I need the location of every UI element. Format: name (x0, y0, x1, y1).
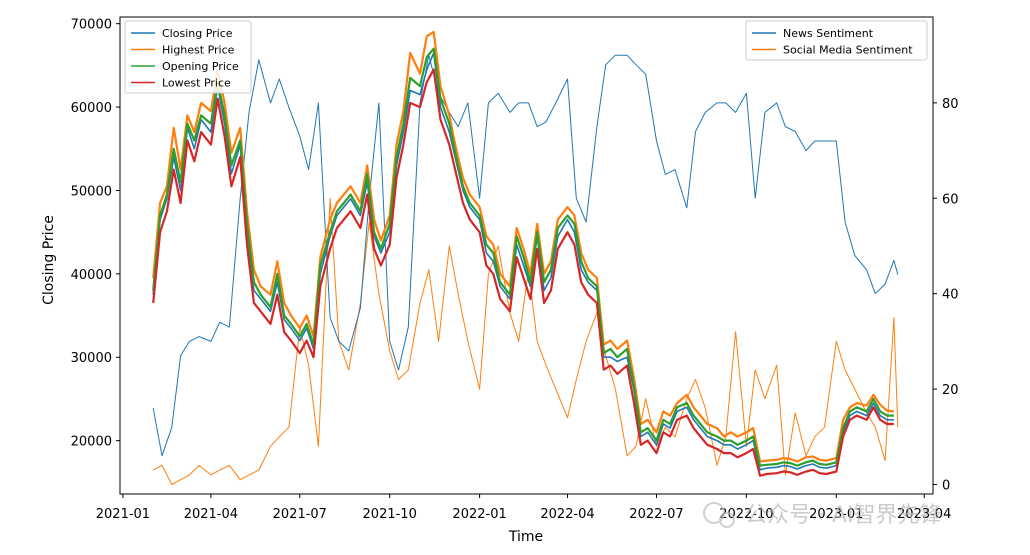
y-tick-label: 50000 (71, 184, 112, 199)
y-tick-label: 40000 (71, 268, 112, 283)
closing-price-line (152, 52, 894, 471)
y2-tick-label: 60 (942, 192, 959, 207)
y2-tick-label: 20 (942, 383, 959, 398)
x-tick-label: 2021-04 (184, 507, 238, 522)
x-tick-label: 2023-04 (897, 507, 951, 522)
legend-entry-label: Highest Price (162, 44, 235, 57)
x-tick-label: 2021-10 (363, 507, 417, 522)
lowest-price-line (152, 68, 894, 477)
x-tick-label: 2022-07 (629, 507, 683, 522)
x-tick-label: 2021-07 (273, 507, 327, 522)
social-media-sentiment-line (152, 197, 899, 485)
legend-entry-label: Social Media Sentiment (783, 44, 913, 57)
legend-entry-label: Opening Price (162, 60, 239, 73)
watermark-wechat-icon-small (719, 512, 735, 528)
watermark: 公众号 · AI智界先锋 (703, 502, 942, 528)
y-tick-label: 60000 (71, 101, 112, 116)
y-tick-label: 30000 (71, 351, 112, 366)
legend-price: Closing Price Highest Price Opening Price L… (124, 20, 252, 94)
y-tick-label: 20000 (71, 435, 112, 450)
x-tick-label: 2022-01 (452, 507, 506, 522)
legend-box (124, 20, 252, 94)
axes: 2021-01 2021-04 2021-07 2021-10 2022-01 2022-… (71, 18, 959, 522)
y2-tick-label: 80 (942, 97, 959, 112)
x-tick-label: 2021-01 (96, 507, 150, 522)
x-tick-label: 2022-04 (540, 507, 594, 522)
x-axis-label: Time (508, 529, 543, 545)
y-tick-label: 70000 (71, 18, 112, 33)
y-axis-label: Closing Price (41, 215, 57, 305)
opening-price-line (152, 47, 894, 467)
y2-tick-label: 0 (942, 478, 950, 493)
watermark-text: 公众号 · AI智界先锋 (745, 503, 942, 528)
price-series-group (152, 30, 895, 477)
y2-tick-label: 40 (942, 288, 959, 303)
news-sentiment-line (152, 54, 899, 457)
highest-price-line (152, 30, 895, 463)
news-sentiment-series (152, 54, 899, 457)
legend-sentiment: News Sentiment Social Media Sentiment (745, 20, 928, 61)
social-media-sentiment-series (152, 197, 899, 485)
legend-box (745, 20, 928, 61)
legend-entry-label: Closing Price (162, 27, 233, 40)
legend-entry-label: Lowest Price (162, 77, 231, 90)
plot-frame (119, 16, 934, 495)
x-tick-label: 2023-01 (809, 507, 863, 522)
legend-entry-label: News Sentiment (783, 27, 874, 40)
